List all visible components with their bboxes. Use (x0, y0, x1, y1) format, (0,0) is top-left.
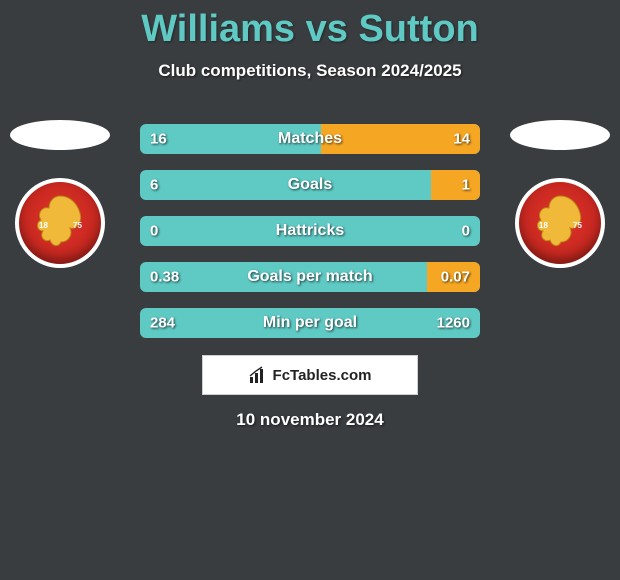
svg-text:75: 75 (73, 221, 82, 230)
stat-value-left: 16 (150, 131, 167, 148)
club-badge-left: 18 75 (15, 178, 105, 268)
player-right-silhouette-icon (510, 120, 610, 150)
stat-label: Goals per match (247, 268, 372, 286)
bar-right (431, 170, 480, 200)
stat-row: 16 Matches 14 (140, 124, 480, 154)
svg-text:18: 18 (39, 221, 48, 230)
footer-label: FcTables.com (273, 367, 372, 384)
svg-text:18: 18 (539, 221, 548, 230)
footer-attribution[interactable]: FcTables.com (202, 355, 418, 395)
club-crest-icon: 18 75 (25, 188, 95, 258)
club-crest-icon: 18 75 (525, 188, 595, 258)
stat-value-left: 0.38 (150, 269, 179, 286)
stat-value-right: 0 (462, 223, 470, 240)
date-label: 10 november 2024 (236, 410, 383, 430)
stats-container: 16 Matches 14 6 Goals 1 0 Hattricks 0 0.… (140, 124, 480, 354)
svg-text:75: 75 (573, 221, 582, 230)
page-title: Williams vs Sutton (0, 0, 620, 51)
player-left-silhouette-icon (10, 120, 110, 150)
stat-row: 284 Min per goal 1260 (140, 308, 480, 338)
bar-chart-icon (249, 366, 267, 384)
page-subtitle: Club competitions, Season 2024/2025 (0, 61, 620, 81)
stat-label: Goals (288, 176, 332, 194)
stat-row: 0.38 Goals per match 0.07 (140, 262, 480, 292)
stat-value-right: 1 (462, 177, 470, 194)
stat-value-right: 1260 (437, 315, 470, 332)
stat-value-left: 284 (150, 315, 175, 332)
stat-row: 0 Hattricks 0 (140, 216, 480, 246)
stat-value-left: 0 (150, 223, 158, 240)
stat-label: Hattricks (276, 222, 344, 240)
stat-label: Min per goal (263, 314, 357, 332)
player-left-panel: 18 75 (10, 120, 110, 268)
stat-label: Matches (278, 130, 342, 148)
stat-row: 6 Goals 1 (140, 170, 480, 200)
club-badge-right: 18 75 (515, 178, 605, 268)
player-right-panel: 18 75 (510, 120, 610, 268)
stat-value-right: 14 (453, 131, 470, 148)
stat-value-left: 6 (150, 177, 158, 194)
stat-value-right: 0.07 (441, 269, 470, 286)
